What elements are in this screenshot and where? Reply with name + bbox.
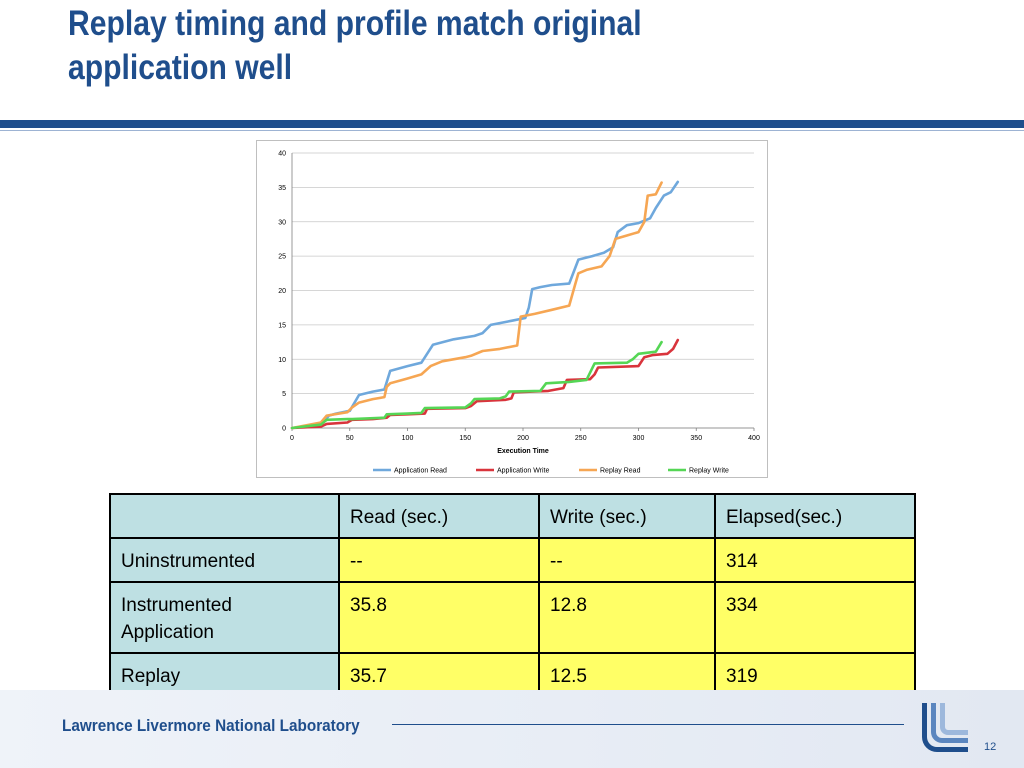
table-header-cell: Read (sec.) — [338, 493, 540, 539]
slide-title: Replay timing and profile match original… — [68, 2, 842, 90]
y-tick-label: 15 — [278, 322, 286, 329]
title-divider — [0, 120, 1024, 128]
y-tick-label: 0 — [282, 426, 286, 433]
table-row: Replay 35.7 12.5 319 — [109, 652, 916, 698]
title-line-1: Replay timing and profile match original — [68, 4, 642, 43]
y-tick-label: 25 — [278, 254, 286, 261]
x-tick-label: 250 — [575, 435, 587, 442]
footer-rule — [392, 724, 904, 725]
table-cell: 12.8 — [538, 581, 716, 654]
row-label: Instrumented Application — [109, 581, 340, 654]
table-cell: -- — [538, 537, 716, 583]
series-line-replay-write — [290, 340, 663, 430]
page-number: 12 — [984, 741, 997, 753]
x-tick-label: 300 — [633, 435, 645, 442]
table-cell: -- — [338, 537, 540, 583]
legend-label: Application Write — [497, 468, 550, 475]
row-label: Uninstrumented — [109, 537, 340, 583]
table-row: Uninstrumented -- -- 314 — [109, 537, 916, 583]
x-tick-label: 400 — [748, 435, 760, 442]
x-tick-label: 50 — [346, 435, 354, 442]
table-row: Instrumented Application 35.8 12.8 334 — [109, 581, 916, 654]
table-header-row: Read (sec.) Write (sec.) Elapsed(sec.) — [109, 493, 916, 539]
series-lines — [290, 180, 680, 430]
chart-frame: 0 5 10 15 20 25 30 35 40 0 50 100 150 200 250 300 350 400… — [256, 140, 768, 478]
series-line-application-write — [290, 338, 680, 430]
footer-band — [0, 690, 1024, 768]
table-header-cell: Write (sec.) — [538, 493, 716, 539]
table-header-cell: Elapsed(sec.) — [714, 493, 916, 539]
legend: Application Read Application Write Replay … — [373, 468, 729, 475]
y-tick-label: 10 — [278, 357, 286, 364]
legend-item: Application Read — [373, 468, 447, 475]
series-line-application-read — [290, 180, 680, 430]
legend-label: Replay Read — [600, 468, 641, 475]
table-cell: 314 — [714, 537, 916, 583]
x-tick-label: 350 — [690, 435, 702, 442]
table-header-cell — [109, 493, 340, 539]
x-tick-label: 150 — [459, 435, 471, 442]
y-tick-label: 20 — [278, 288, 286, 295]
x-tick-label: 200 — [517, 435, 529, 442]
legend-label: Application Read — [394, 468, 447, 475]
results-table: Read (sec.) Write (sec.) Elapsed(sec.) U… — [109, 493, 916, 698]
title-divider-thin — [0, 130, 1024, 131]
y-tick-label: 35 — [278, 185, 286, 192]
table-cell: 334 — [714, 581, 916, 654]
y-tick-label: 40 — [278, 151, 286, 158]
title-line-2: application well — [68, 48, 293, 87]
legend-label: Replay Write — [689, 468, 729, 475]
legend-item: Replay Read — [579, 468, 641, 475]
legend-item: Application Write — [476, 468, 550, 475]
table-cell: 319 — [714, 652, 916, 698]
gridlines — [292, 152, 754, 429]
legend-item: Replay Write — [668, 468, 729, 475]
y-tick-label: 5 — [282, 391, 286, 398]
x-tick-label: 100 — [402, 435, 414, 442]
series-line-replay-read — [290, 181, 663, 430]
x-axis-title: Execution Time — [497, 448, 549, 455]
x-tick-label: 0 — [290, 435, 294, 442]
table-cell: 35.8 — [338, 581, 540, 654]
llnl-logo-icon — [922, 703, 968, 752]
footer-org-name: Lawrence Livermore National Laboratory — [62, 716, 360, 735]
y-tick-label: 30 — [278, 219, 286, 226]
